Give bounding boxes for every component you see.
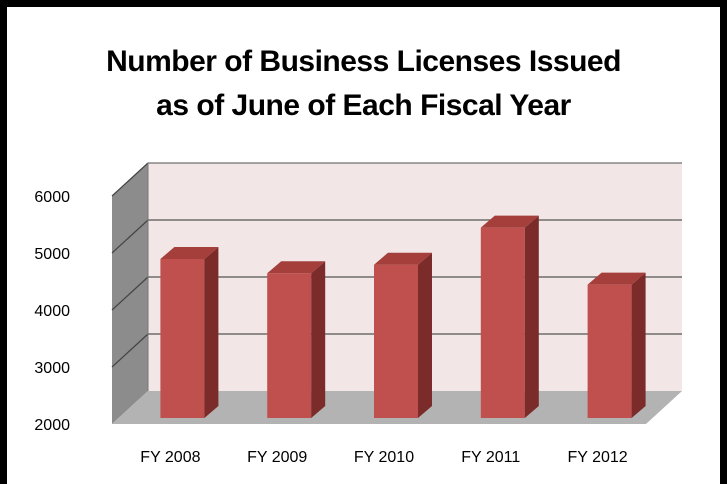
bar-side bbox=[524, 215, 539, 418]
x-tick-label: FY 2010 bbox=[354, 449, 414, 466]
bar bbox=[480, 227, 525, 418]
gridline-side bbox=[111, 333, 149, 368]
bar-side bbox=[631, 272, 646, 418]
gridline-side bbox=[111, 276, 149, 311]
bar bbox=[374, 264, 418, 418]
gridline-side bbox=[111, 219, 149, 254]
x-tick-label: FY 2011 bbox=[461, 449, 520, 466]
y-tick-label: 2000 bbox=[34, 417, 70, 434]
bar-top bbox=[160, 247, 219, 259]
x-tick-label: FY 2009 bbox=[247, 449, 307, 466]
bar-top bbox=[480, 215, 539, 228]
x-tick-label: FY 2008 bbox=[140, 449, 200, 466]
chart-title-line-1: Number of Business Licenses Issued bbox=[106, 45, 621, 78]
chart-title-line-2: as of June of Each Fiscal Year bbox=[156, 89, 571, 122]
chart-title: Number of Business Licenses Issued as of… bbox=[0, 40, 727, 128]
bar bbox=[267, 273, 312, 418]
bar-top bbox=[374, 252, 432, 265]
x-tick-label: FY 2012 bbox=[567, 449, 627, 466]
gridline-side bbox=[111, 162, 149, 197]
y-tick-label: 5000 bbox=[34, 246, 70, 263]
y-tick-label: 6000 bbox=[34, 189, 70, 206]
bar-side bbox=[418, 252, 432, 418]
bar-side bbox=[204, 247, 219, 418]
back-wall-outline bbox=[147, 162, 682, 391]
bar-top bbox=[267, 261, 326, 274]
y-tick-label: 3000 bbox=[34, 360, 70, 377]
bar-top bbox=[587, 272, 646, 285]
bar bbox=[160, 259, 205, 418]
bar bbox=[587, 284, 632, 418]
y-tick-label: 4000 bbox=[34, 303, 70, 320]
bar-side bbox=[311, 261, 326, 418]
